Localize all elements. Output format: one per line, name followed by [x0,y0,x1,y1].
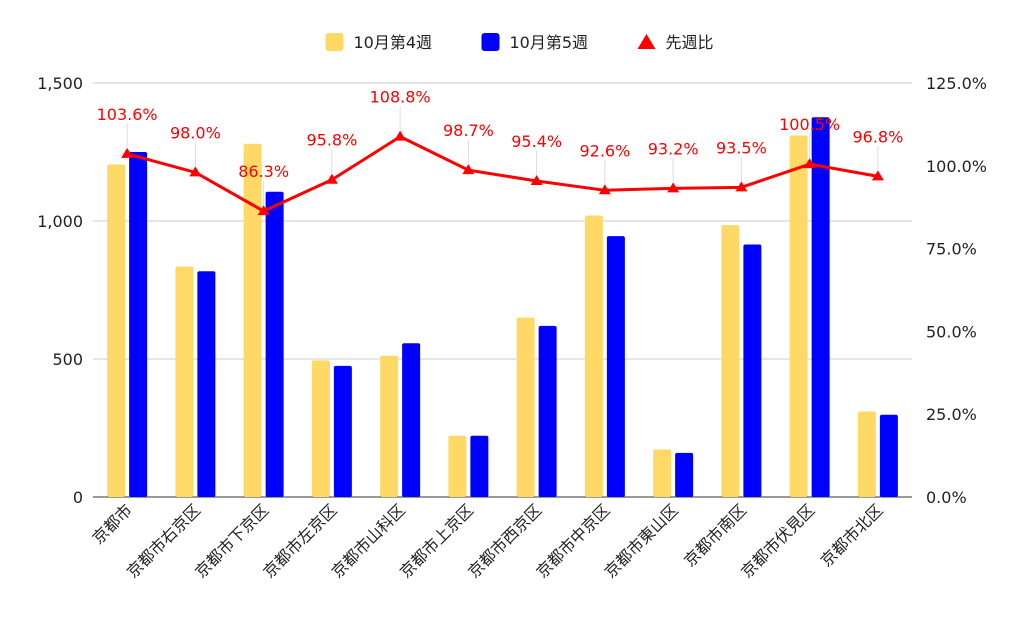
ratio-point [598,184,611,195]
bar-week5 [606,236,625,497]
category-label: 京都市伏見区 [737,500,818,581]
ratio-line [121,130,884,216]
bar-week5 [402,343,421,497]
ratio-label: 92.6% [579,141,630,160]
ratio-point [394,130,407,141]
legend-swatch [481,33,500,51]
bar-week4 [653,449,672,497]
ratio-label: 86.3% [238,162,289,181]
bar-week5 [811,117,830,497]
category-label: 京都市東山区 [601,500,682,581]
right-tick-label: 100.0% [926,157,987,176]
ratio-point [530,175,543,186]
ratio-label: 95.8% [306,131,357,150]
ratio-point [121,147,134,158]
left-axis-ticks: 0 500 1,000 1,500 [37,74,83,507]
legend: 10月第4週 10月第5週 先週比 [325,33,714,52]
ratio-point [735,181,748,192]
bar-week4 [311,360,330,497]
legend-label: 10月第4週 [354,33,433,52]
bar-week5 [129,152,148,497]
bar-week5 [197,271,216,497]
category-labels: 京都市京都市右京区京都市下京区京都市左京区京都市山科区京都市上京区京都市西京区京… [89,500,887,581]
gridlines [93,82,912,498]
ratio-label: 93.5% [716,138,767,157]
right-tick-label: 50.0% [926,322,977,341]
right-tick-label: 125.0% [926,74,987,93]
bar-week4 [584,215,603,498]
right-tick-label: 25.0% [926,405,977,424]
category-label: 京都市 [89,500,136,547]
ratio-line-path [126,135,879,213]
legend-label: 先週比 [666,33,714,52]
ratio-point [667,182,680,193]
ratio-data-labels: 103.6% 98.0% 86.3% 95.8% 108.8% 98.7% 95.4% 92.… [97,88,903,206]
left-tick-label: 1,000 [37,212,83,231]
bar-week4 [448,435,467,497]
left-tick-label: 1,500 [37,74,83,93]
ratio-point [871,170,884,181]
right-axis-ticks: 0.0% 25.0% 50.0% 75.0% 100.0% 125.0% [926,74,987,507]
bar-week5 [879,414,898,497]
bar-week4 [243,143,262,497]
ratio-point [325,173,338,184]
ratio-label: 100.5% [779,115,840,134]
legend-label: 10月第5週 [510,33,589,52]
bar-week5 [675,452,694,497]
ratio-point [189,166,202,177]
left-tick-label: 0 [73,488,83,507]
bars [107,117,898,498]
ratio-label: 98.0% [170,123,221,142]
category-label: 京都市北区 [817,500,887,570]
right-tick-label: 75.0% [926,240,977,259]
bar-week4 [721,225,740,497]
ratio-label: 98.7% [443,121,494,140]
ratio-label: 95.4% [511,132,562,151]
bar-week5 [470,435,489,497]
ratio-point [257,205,270,216]
ratio-label: 108.8% [370,88,431,107]
bar-week5 [333,365,352,497]
legend-swatch [325,33,344,51]
ratio-label: 93.2% [648,139,699,158]
bar-week5 [743,244,762,497]
bar-week4 [380,355,399,497]
bar-week4 [516,317,535,497]
bar-week5 [538,325,557,497]
ratio-label: 96.8% [852,127,903,146]
bar-week5 [265,191,284,497]
legend-swatch-triangle [637,34,656,49]
ratio-point [462,164,475,175]
ratio-label: 103.6% [97,105,158,124]
bar-week4 [175,266,194,497]
bar-week4 [857,411,876,497]
right-tick-label: 0.0% [926,488,967,507]
ratio-point [803,158,816,169]
left-tick-label: 500 [52,350,83,369]
bar-week4 [107,164,126,498]
category-label: 京都市南区 [680,500,750,570]
bar-week4 [789,135,808,497]
